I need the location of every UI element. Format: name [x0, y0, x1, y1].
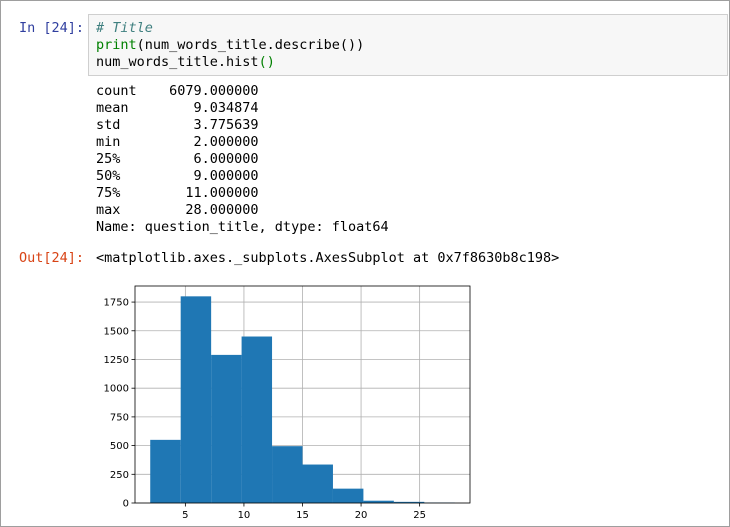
comment: # Title: [96, 20, 153, 36]
y-tick-label: 250: [110, 470, 129, 481]
code-text: num_words_title.hist: [96, 54, 259, 70]
output-line: max 28.000000: [96, 202, 259, 218]
input-prompt: In [24]:: [18, 20, 84, 36]
output-repr: <matplotlib.axes._subplots.AxesSubplot a…: [96, 250, 560, 266]
output-line: 75% 11.000000: [96, 185, 259, 201]
y-tick-label: 1000: [104, 384, 129, 395]
code-line: num_words_title.hist(): [96, 54, 720, 71]
code-line: print(num_words_title.describe()): [96, 37, 720, 54]
x-tick-label: 10: [238, 510, 251, 521]
bar: [332, 488, 364, 503]
y-tick-label: 1500: [104, 326, 129, 337]
bar: [211, 354, 242, 503]
bar: [393, 501, 425, 503]
x-tick-label: 15: [296, 510, 309, 521]
output-line: Name: question_title, dtype: float64: [96, 219, 389, 235]
output-line: count 6079.000000: [96, 83, 259, 99]
output-prompt: Out[24]:: [18, 250, 84, 266]
bar: [363, 500, 394, 503]
y-tick-label: 1250: [104, 355, 129, 366]
y-tick-label: 750: [110, 412, 129, 423]
paren: (): [258, 54, 275, 70]
bar: [241, 336, 273, 503]
bar: [302, 464, 333, 503]
bar: [150, 439, 181, 503]
bar: [180, 296, 212, 503]
output-line: std 3.775639: [96, 117, 259, 133]
x-tick-label: 20: [355, 510, 368, 521]
bar: [272, 446, 303, 503]
x-tick-label: 5: [182, 510, 188, 521]
code-line: # Title: [96, 20, 720, 37]
y-tick-label: 0: [123, 499, 129, 510]
output-line: 25% 6.000000: [96, 151, 259, 167]
output-line: min 2.000000: [96, 134, 259, 150]
x-tick-label: 25: [413, 510, 426, 521]
y-tick-label: 1750: [104, 298, 129, 309]
builtin: print: [96, 37, 137, 53]
stdout: count 6079.000000 mean 9.034874 std 3.7756…: [96, 83, 389, 236]
code-text: (num_words_title.describe()): [136, 37, 365, 53]
y-tick-label: 500: [110, 441, 129, 452]
code-cell[interactable]: # Title print(num_words_title.describe()…: [88, 14, 728, 76]
output-line: 50% 9.000000: [96, 168, 259, 184]
output-line: mean 9.034874: [96, 100, 259, 116]
